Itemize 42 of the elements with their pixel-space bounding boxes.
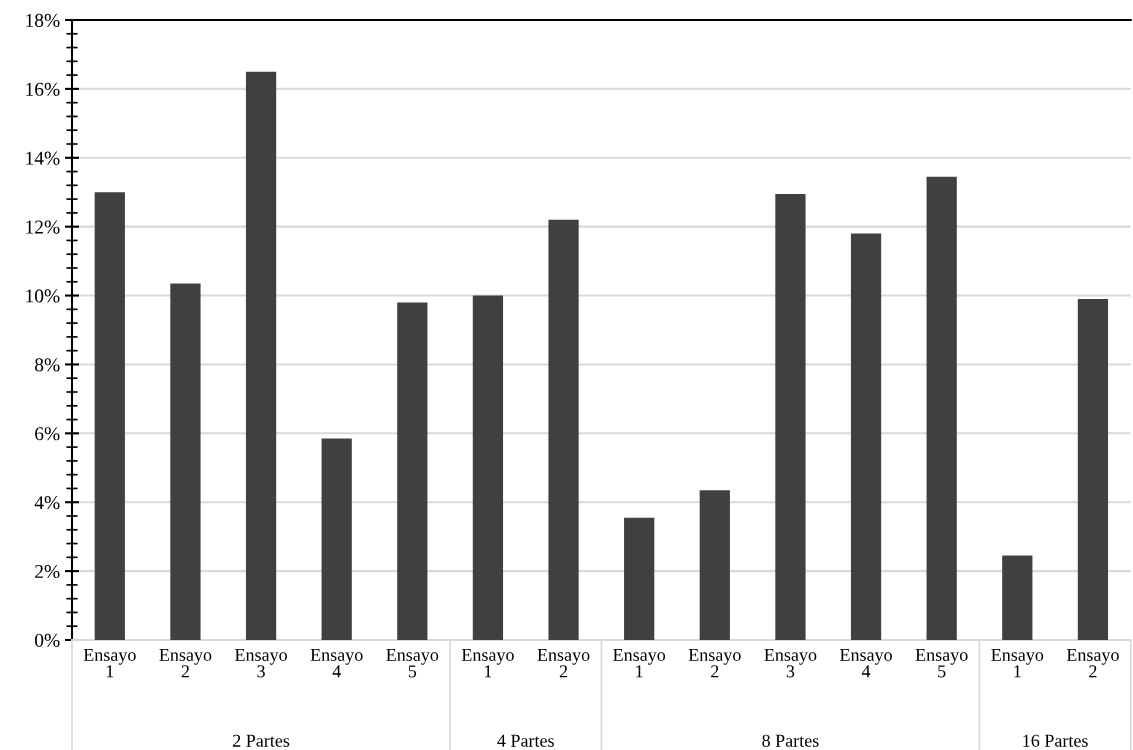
x-tick-label: Ensayo 2 [537, 648, 590, 678]
bar [850, 233, 882, 640]
bar [170, 283, 201, 640]
y-tick-label: 0% [35, 633, 60, 647]
x-tick-label: Ensayo 1 [461, 648, 514, 678]
text: 16 Partes [1023, 734, 1088, 747]
y-tick-label: 14% [26, 151, 60, 165]
x-tick-label: Ensayo 4 [310, 648, 363, 678]
bar [321, 438, 352, 640]
y-tick-label: 4% [34, 496, 60, 510]
x-tick-label: Ensayo 5 [386, 648, 439, 678]
x-tick-label: Ensayo 2 [688, 648, 741, 678]
y-tick-label: 6% [35, 427, 60, 441]
x-tick-label: Ensayo 5 [915, 648, 968, 678]
bar [1077, 299, 1109, 640]
y-tick-label: 10% [26, 289, 60, 303]
bar [548, 219, 579, 640]
y-tick-label: 2% [35, 564, 60, 579]
x-tick-label: Ensayo 2 [1066, 648, 1119, 678]
x-tick-label: Ensayo 4 [839, 648, 892, 678]
bar [1002, 555, 1033, 640]
text: 2 Partes [233, 734, 290, 747]
x-tick-label: Ensayo 1 [83, 648, 136, 678]
bar [699, 490, 730, 640]
x-tick-label: Ensayo 3 [764, 648, 817, 678]
bar [472, 295, 504, 640]
x-tick-label: Ensayo 1 [991, 648, 1044, 678]
x-tick-label: Ensayo 2 [159, 648, 212, 678]
bar [926, 176, 957, 640]
y-tick-label: 18% [26, 13, 60, 27]
x-tick-label: Ensayo 3 [235, 648, 287, 678]
bar [245, 71, 277, 640]
bar [94, 192, 125, 640]
bar [397, 302, 428, 640]
x-tick-label: Ensayo 1 [613, 648, 666, 678]
text: 4 Partes [497, 734, 554, 747]
y-tick-label: 16% [26, 82, 60, 96]
y-tick-label: 12% [26, 220, 60, 234]
bar [775, 193, 806, 640]
text: 8 Partes [762, 734, 819, 747]
bar [624, 517, 655, 640]
y-tick-label: 8% [35, 358, 60, 372]
